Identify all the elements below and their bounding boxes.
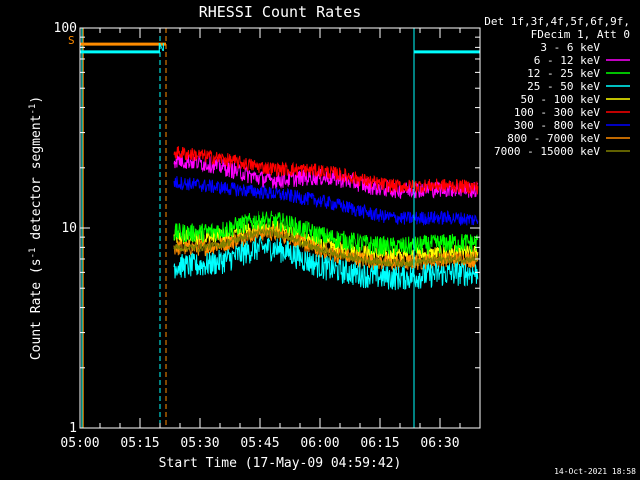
series-line <box>173 153 479 200</box>
x-tick-label: 06:15 <box>360 436 399 451</box>
x-tick-label: 05:30 <box>180 436 219 451</box>
chart-title: RHESSI Count Rates <box>199 3 362 21</box>
series-line <box>173 146 479 195</box>
x-tick-label: 05:15 <box>120 436 159 451</box>
legend-entry-label: 7000 - 15000 keV <box>494 145 600 158</box>
legend: Det 1f,3f,4f,5f,6f,9f, FDecim 1, Att 0 3… <box>484 15 630 158</box>
series-line <box>173 236 479 291</box>
timestamp: 14-Oct-2021 18:58 <box>554 467 636 476</box>
series-layer <box>173 146 479 291</box>
series-line <box>173 176 479 227</box>
x-tick-label: 06:00 <box>300 436 339 451</box>
legend-entry-label: 100 - 300 keV <box>514 106 600 119</box>
legend-entry-label: 50 - 100 keV <box>521 93 601 106</box>
legend-header-line-2: FDecim 1, Att 0 <box>531 28 630 41</box>
y-axis-label-mid: detector segment <box>29 115 44 248</box>
legend-entry-label: 25 - 50 keV <box>527 80 600 93</box>
y-axis-label-exp2: -1 <box>28 104 38 115</box>
x-axis-label: Start Time (17-May-09 04:59:42) <box>159 456 402 471</box>
annotation-s: S <box>68 34 75 47</box>
legend-header-line-1: Det 1f,3f,4f,5f,6f,9f, <box>484 15 630 28</box>
legend-entry-label: 3 - 6 keV <box>540 41 600 54</box>
legend-entry-label: 300 - 800 keV <box>514 119 600 132</box>
y-tick-label: 100 <box>54 21 77 36</box>
y-axis-label: Count Rate (s-1 detector segment-1) <box>28 96 44 360</box>
x-tick-label: 05:00 <box>60 436 99 451</box>
y-axis-label-exp1: -1 <box>28 248 38 259</box>
legend-entry-label: 6 - 12 keV <box>534 54 601 67</box>
series-line <box>173 220 479 265</box>
legend-entry-label: 12 - 25 keV <box>527 67 600 80</box>
series-line <box>173 210 479 257</box>
axis-layer: 1 10 100 05:00 05:15 05:30 05:45 06:00 06:15 06:3… <box>54 21 481 451</box>
x-tick-label: 05:45 <box>240 436 279 451</box>
annotation-n: N <box>158 41 165 54</box>
x-tick-label: 06:30 <box>420 436 459 451</box>
y-tick-label: 10 <box>61 221 77 236</box>
legend-entry-label: 800 - 7000 keV <box>507 132 600 145</box>
y-axis-label-end: ) <box>29 96 44 104</box>
y-tick-label: 1 <box>69 421 77 436</box>
y-axis-label-base: Count Rate (s <box>29 258 44 360</box>
series-line <box>173 227 479 269</box>
